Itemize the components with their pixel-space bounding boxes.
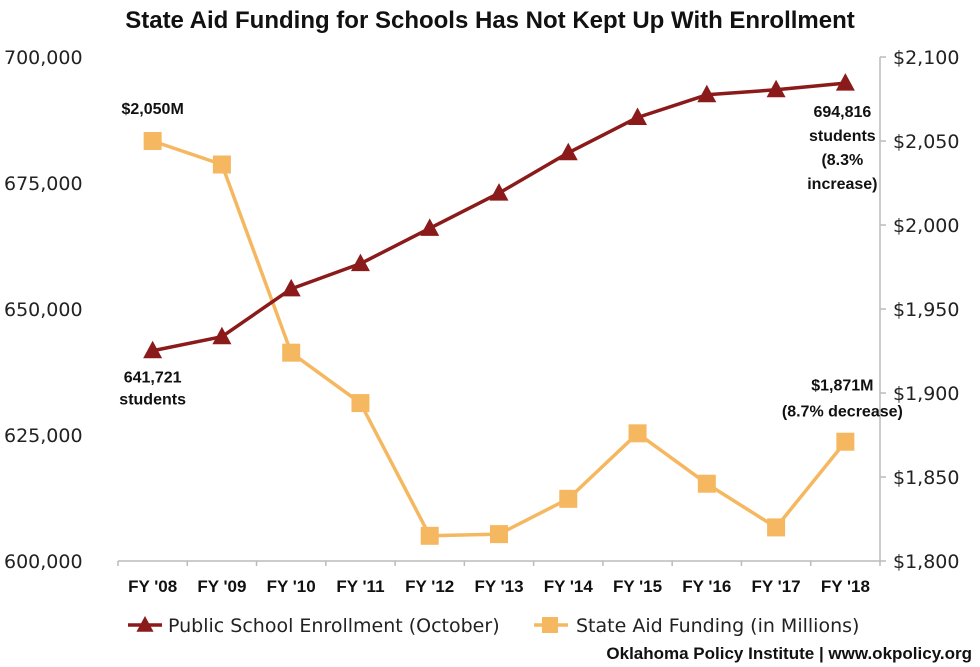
left-tick-label: 650,000 xyxy=(4,299,83,321)
right-tick-label: $2,050 xyxy=(893,131,959,153)
x-tick-label: FY '14 xyxy=(544,577,594,596)
funding-point xyxy=(490,525,508,544)
legend-funding-marker xyxy=(542,617,558,633)
right-tick-label: $1,950 xyxy=(893,299,959,321)
series-layer xyxy=(143,73,855,545)
legend-enrollment-label: Public School Enrollment (October) xyxy=(168,615,500,637)
funding-point xyxy=(351,394,370,413)
enrollment-point xyxy=(697,84,717,103)
funding-point xyxy=(697,474,716,493)
data-label: (8.7% decrease) xyxy=(782,404,903,421)
funding-point xyxy=(282,343,301,362)
source-credit: Oklahoma Policy Institute | www.okpolicy… xyxy=(606,644,972,663)
enrollment-point xyxy=(558,142,578,161)
left-tick-label: 600,000 xyxy=(4,551,83,573)
funding-point xyxy=(143,132,162,150)
x-tick-label: FY '12 xyxy=(405,577,454,596)
enrollment-point xyxy=(350,253,370,272)
data-label: students xyxy=(119,392,186,409)
x-tick-label: FY '13 xyxy=(474,577,523,596)
legend-enrollment-marker xyxy=(136,616,154,632)
x-tick-label: FY '11 xyxy=(336,577,384,596)
x-tick-label: FY '10 xyxy=(267,577,316,596)
enrollment-line xyxy=(152,81,846,353)
funding-point xyxy=(628,424,647,443)
x-tick-label: FY '15 xyxy=(613,577,662,596)
funding-point xyxy=(212,155,231,174)
data-label: $2,050M xyxy=(122,101,184,118)
x-tick-label: FY '09 xyxy=(197,577,246,596)
plot-frame xyxy=(118,57,881,562)
annotation-layer: $2,050M 641,721 students 694,816 students (8.… xyxy=(119,101,903,421)
x-tick-label: FY '17 xyxy=(752,577,801,596)
right-tick-label: $1,850 xyxy=(893,467,959,489)
x-axis: FY '08 FY '09 FY '10 FY '11 FY '12 FY '13 FY '… xyxy=(117,561,881,596)
enrollment-point xyxy=(766,79,786,98)
left-tick-label: 625,000 xyxy=(4,425,83,447)
right-tick-label: $2,000 xyxy=(893,215,959,237)
x-tick-label: FY '16 xyxy=(682,577,731,596)
data-label: increase) xyxy=(807,176,877,193)
data-label: students xyxy=(809,128,876,145)
data-label: 694,816 xyxy=(813,104,871,121)
funding-point xyxy=(559,489,578,508)
right-tick-label: $1,800 xyxy=(893,551,959,573)
enrollment-point xyxy=(212,326,232,345)
enrollment-point xyxy=(835,73,855,91)
funding-point xyxy=(767,518,786,537)
data-label: $1,871M xyxy=(811,378,873,395)
data-label: 641,721 xyxy=(124,370,182,387)
legend: Public School Enrollment (October) State … xyxy=(128,615,859,637)
enrollment-point xyxy=(628,107,648,125)
enrollment-point xyxy=(420,218,440,236)
funding-point xyxy=(836,432,855,451)
data-label: (8.3% xyxy=(821,152,863,169)
chart-title: State Aid Funding for Schools Has Not Ke… xyxy=(125,7,855,34)
right-tick-label: $2,100 xyxy=(893,47,959,69)
legend-funding-label: State Aid Funding (in Millions) xyxy=(576,615,859,637)
left-axis: 600,000 625,000 650,000 675,000 700,000 xyxy=(4,47,83,573)
right-axis: $1,800 $1,850 $1,900 $1,950 $2,000 $2,050 $2,1… xyxy=(880,47,959,573)
x-tick-label: FY '08 xyxy=(128,577,177,596)
enrollment-point xyxy=(281,278,301,297)
funding-point xyxy=(420,526,439,545)
x-tick-label: FY '18 xyxy=(821,577,870,596)
right-tick-label: $1,900 xyxy=(893,383,959,405)
left-tick-label: 700,000 xyxy=(4,47,83,69)
enrollment-point xyxy=(143,340,163,359)
left-tick-label: 675,000 xyxy=(4,173,83,195)
enrollment-point xyxy=(489,183,509,201)
